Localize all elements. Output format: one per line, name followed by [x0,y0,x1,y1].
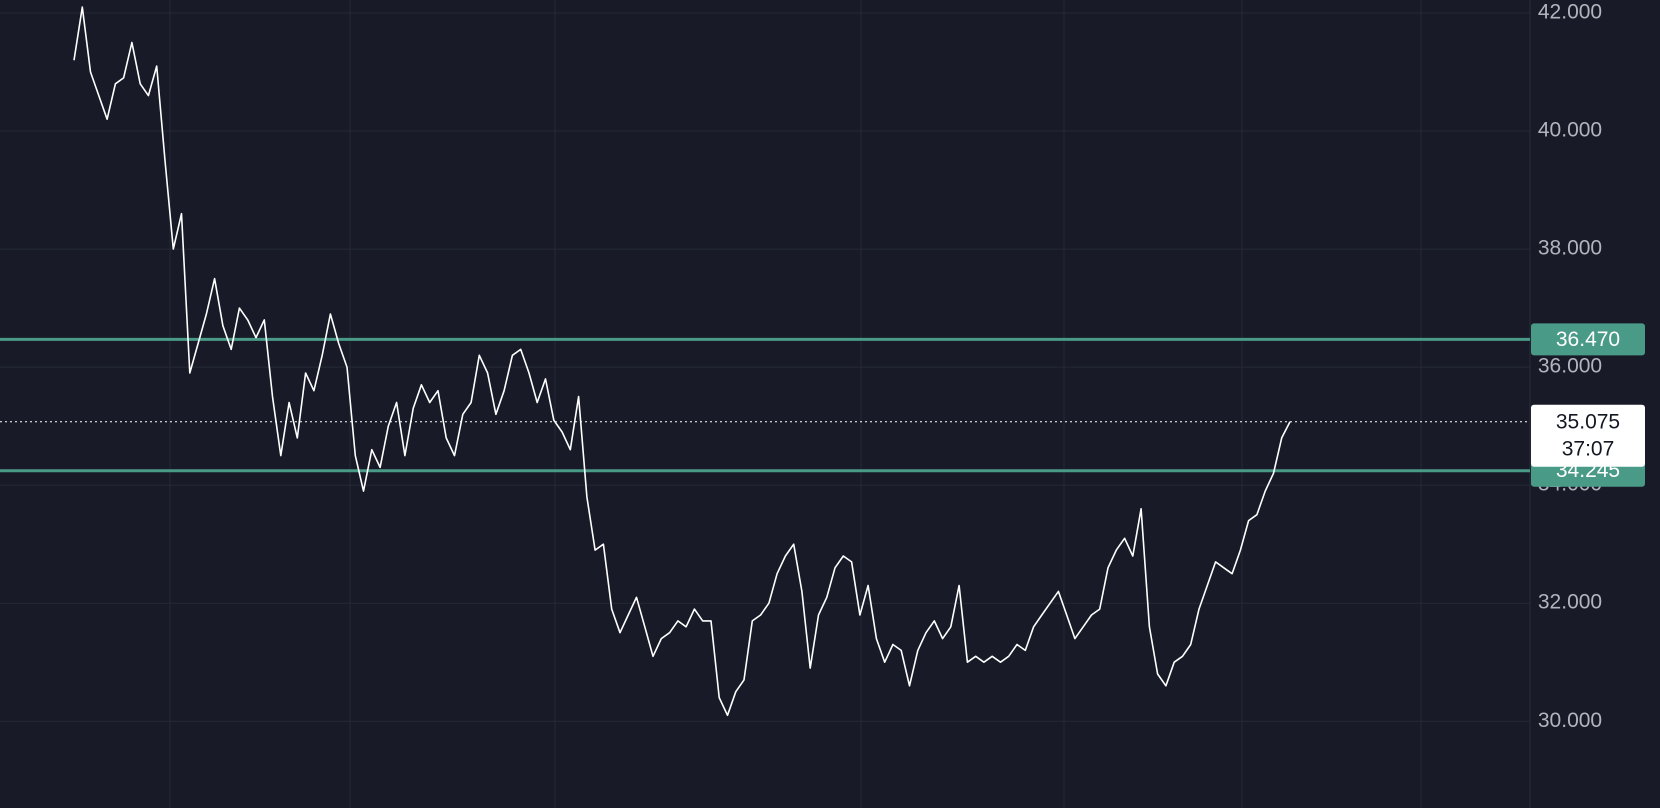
y-tick-label: 38.000 [1538,237,1602,260]
y-tick-label: 36.000 [1538,355,1602,378]
countdown-label: 37:07 [1562,437,1615,460]
y-tick-label: 40.000 [1538,119,1602,142]
last-price-label: 35.075 [1556,410,1620,433]
y-tick-label: 42.000 [1538,1,1602,24]
y-tick-label: 30.000 [1538,709,1602,732]
level-label-box [1531,323,1645,356]
last-price-box [1531,404,1645,467]
level-label: 36.470 [1556,328,1620,351]
y-tick-label: 32.000 [1538,591,1602,614]
price-line [73,6,1291,717]
